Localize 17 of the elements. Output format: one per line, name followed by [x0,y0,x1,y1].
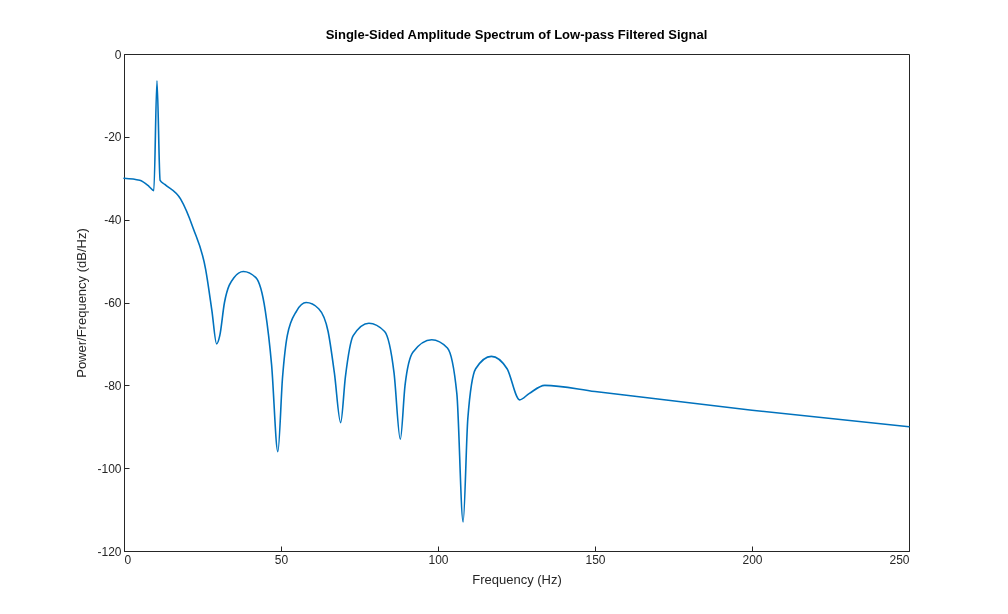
y-tick-label: -40 [104,213,122,228]
x-tick-label: 100 [428,552,449,567]
x-tick-label: 50 [274,552,289,567]
y-tick-label: 0 [114,47,122,62]
x-tick-label: 0 [124,552,132,567]
y-tick-label: -100 [97,461,122,476]
y-tick-label: -60 [104,296,122,310]
chart-title: Single-Sided Amplitude Spectrum of Low-pass Filtered Signal [325,27,708,42]
x-tick-label: 200 [742,552,763,567]
x-tick-label: 150 [585,552,606,567]
y-tick-label: -120 [97,544,122,559]
x-tick-label: 250 [889,552,910,567]
line-series [123,80,910,523]
y-tick-label: -20 [104,130,122,145]
y-tick-label: -80 [104,378,122,393]
x-axis-title: Frequency (Hz) [472,571,562,587]
y-axis-title: Power/Frequency (dB/Hz) [74,228,90,378]
